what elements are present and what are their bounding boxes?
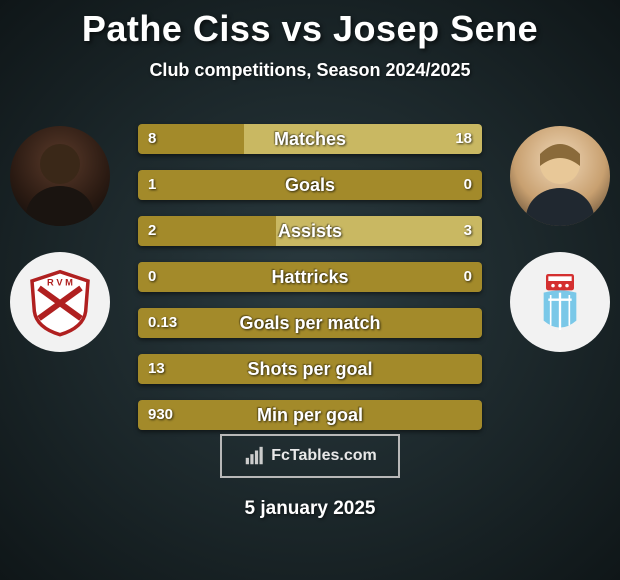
stat-row: 13Shots per goal	[138, 354, 482, 384]
stat-label: Goals per match	[138, 308, 482, 338]
stat-row: 00Hattricks	[138, 262, 482, 292]
stat-row: 818Matches	[138, 124, 482, 154]
player1-avatar	[10, 126, 110, 226]
player2-avatar	[510, 126, 610, 226]
page-title: Pathe Ciss vs Josep Sene	[0, 0, 620, 50]
stat-row: 10Goals	[138, 170, 482, 200]
page-subtitle: Club competitions, Season 2024/2025	[0, 60, 620, 81]
stat-label: Shots per goal	[138, 354, 482, 384]
branding-text: FcTables.com	[271, 447, 377, 465]
stat-label: Goals	[138, 170, 482, 200]
stat-label: Matches	[138, 124, 482, 154]
stat-label: Min per goal	[138, 400, 482, 430]
stat-label: Assists	[138, 216, 482, 246]
stats-bars: 818Matches 10Goals 23Assists 00Hattricks 0.1…	[138, 124, 482, 446]
svg-text:R V M: R V M	[47, 278, 73, 288]
stat-label: Hattricks	[138, 262, 482, 292]
chart-icon	[243, 445, 265, 467]
stat-row: 930Min per goal	[138, 400, 482, 430]
stat-row: 0.13Goals per match	[138, 308, 482, 338]
player2-club-badge	[510, 252, 610, 352]
date-label: 5 january 2025	[0, 498, 620, 520]
player1-club-badge: R V M	[10, 252, 110, 352]
branding-box: FcTables.com	[220, 434, 400, 478]
stat-row: 23Assists	[138, 216, 482, 246]
